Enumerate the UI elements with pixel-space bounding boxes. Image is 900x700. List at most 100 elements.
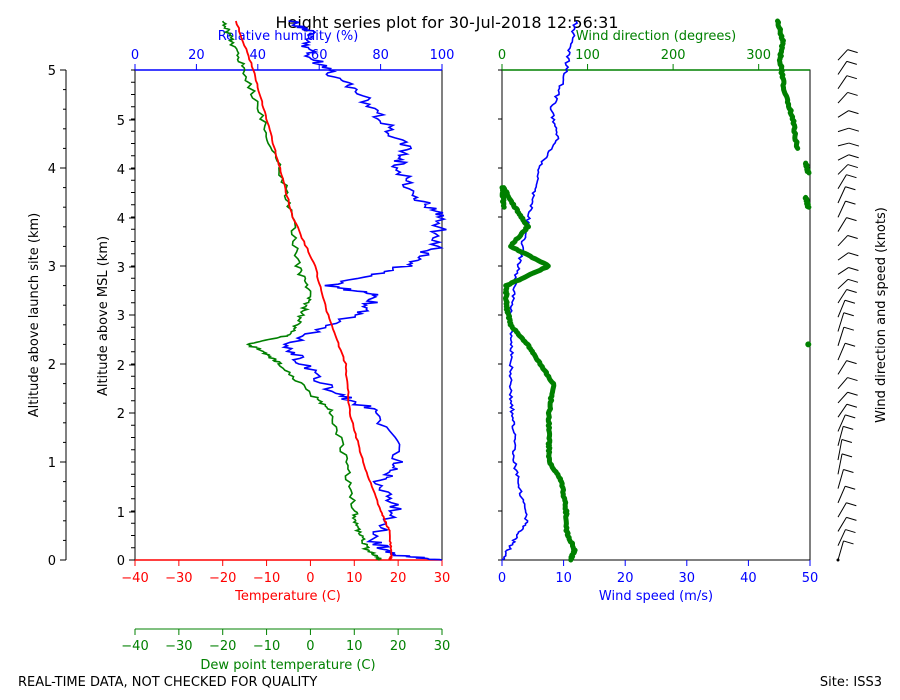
temperature-tick-label: 10	[346, 571, 363, 586]
dewpoint-tick-label: 30	[434, 639, 451, 654]
wind-barb	[837, 217, 847, 232]
wind-barb-flag	[846, 403, 858, 408]
dewpoint-tick-label: −20	[209, 639, 236, 654]
humidity-tick-label: 40	[250, 48, 267, 63]
outer-axis-label: Altitude above launch site (km)	[27, 213, 42, 417]
speed-axis-label: Wind speed (m/s)	[599, 589, 713, 604]
wind-barb	[837, 439, 843, 461]
wind-barb-flag	[847, 164, 858, 169]
temperature-tick-label: −40	[121, 571, 148, 586]
wind-barb	[837, 235, 849, 247]
wind-barb-flag	[843, 425, 854, 430]
wind-barb	[837, 252, 849, 261]
wind-barb-flag	[847, 234, 858, 239]
left-ytick-label: 1	[117, 506, 125, 521]
left-ylabel: Altitude above MSL (km)	[96, 236, 111, 396]
speed-tick-label: 50	[802, 571, 819, 586]
wind-barb	[837, 186, 846, 204]
humidity-axis-label: Relative humidity (%)	[218, 29, 359, 44]
wind-barb-flag	[846, 288, 857, 293]
outer-tick-label: 3	[48, 260, 56, 275]
wind-barb	[837, 110, 849, 118]
wind-barb	[837, 267, 849, 275]
wind-barb	[837, 289, 848, 304]
wind-barb	[837, 164, 849, 175]
direction-axis-label: Wind direction (degrees)	[576, 29, 736, 44]
wind-barb-flag	[841, 453, 853, 458]
wind-barb-flag	[848, 252, 859, 257]
footer-site: Site: ISS3	[820, 675, 882, 690]
dewpoint-axis-label: Dew point temperature (C)	[200, 658, 375, 673]
left-panel: −40 −30 −20 −10 0 10 20 30−40 −30 −20 −10 0 10 20 300 2…	[96, 20, 454, 673]
wind-barb-flag	[843, 469, 854, 473]
temperature-tick-label: −10	[253, 571, 280, 586]
outer-tick-label: 5	[48, 64, 56, 79]
dewpoint-tick-label: 20	[390, 639, 407, 654]
left-ytick-label: 4	[117, 212, 125, 227]
wind-direction-line	[499, 185, 507, 210]
wind-barb-flag	[845, 186, 856, 191]
dewpoint-tick-label: 0	[306, 639, 314, 654]
outer-altitude-axis: 0 1 2 3 4 5 Altitude above launch site (km)	[27, 64, 67, 569]
wind-barb-flag	[847, 391, 858, 396]
wind-barb-flag	[847, 278, 859, 283]
wind-barb-flag	[846, 60, 857, 65]
wind-barb	[837, 92, 849, 104]
wind-barb	[837, 61, 848, 75]
left-ytick-label: 0	[117, 554, 125, 569]
wind-barb-flag	[843, 326, 854, 331]
wind-barb-flag	[847, 91, 858, 96]
wind-barb-flag	[846, 174, 857, 179]
outer-tick-label: 4	[48, 162, 56, 177]
speed-tick-label: 10	[555, 571, 572, 586]
dewpoint-tick-label: −10	[253, 639, 280, 654]
wind-barb	[837, 174, 847, 189]
wind-barb-flag	[847, 377, 858, 382]
direction-tick-label: 300	[746, 48, 771, 63]
wind-barb-flag	[843, 312, 854, 317]
speed-tick-label: 20	[617, 571, 634, 586]
wind-barb	[837, 391, 848, 404]
wind-barb	[837, 377, 848, 389]
wind-barb	[837, 300, 846, 318]
wind-barb-flag	[845, 529, 856, 534]
wind-barb-flag	[845, 200, 856, 205]
wind-barb-flag	[846, 217, 857, 222]
wind-barb	[837, 469, 844, 489]
wind-barb-flag	[848, 127, 860, 132]
wind-direction-line	[802, 160, 812, 176]
wind-barb-flag	[843, 540, 854, 545]
wind-barb-flag	[845, 414, 856, 419]
wind-barb-flag	[848, 267, 859, 272]
wind-barb	[837, 49, 849, 61]
left-ytick-label: 3	[117, 309, 125, 324]
wind-barb-flag	[848, 142, 860, 147]
direction-tick-label: 100	[575, 48, 600, 63]
left-ytick-label: 5	[117, 114, 125, 129]
wind-barb	[837, 327, 845, 346]
wind-barb	[837, 142, 850, 147]
wind-barb	[837, 486, 846, 504]
left-ytick-label: 3	[117, 261, 125, 276]
outer-tick-label: 1	[48, 456, 56, 471]
chart-title: Height series plot for 30-Jul-2018 12:56…	[275, 13, 618, 32]
temperature-tick-label: 30	[434, 571, 451, 586]
dewpoint-tick-label: −40	[121, 639, 148, 654]
humidity-line	[281, 20, 447, 561]
wind-barb	[837, 540, 844, 561]
wind-barb-flag	[841, 438, 853, 443]
wind-barb-flag	[848, 110, 859, 115]
wind-direction-point	[805, 341, 812, 348]
speed-tick-label: 0	[498, 571, 506, 586]
barb-axis-label: Wind direction and speed (knots)	[874, 207, 889, 423]
wind-barb	[837, 278, 849, 290]
wind-barb	[837, 200, 846, 218]
temperature-tick-label: −30	[165, 571, 192, 586]
wind-barb-flag	[846, 75, 857, 80]
wind-barb	[837, 529, 846, 546]
wind-barb	[837, 312, 845, 332]
wind-barb-column: Wind direction and speed (knots)	[836, 49, 889, 562]
wind-barb-flag	[847, 49, 858, 54]
wind-barb	[837, 127, 850, 133]
